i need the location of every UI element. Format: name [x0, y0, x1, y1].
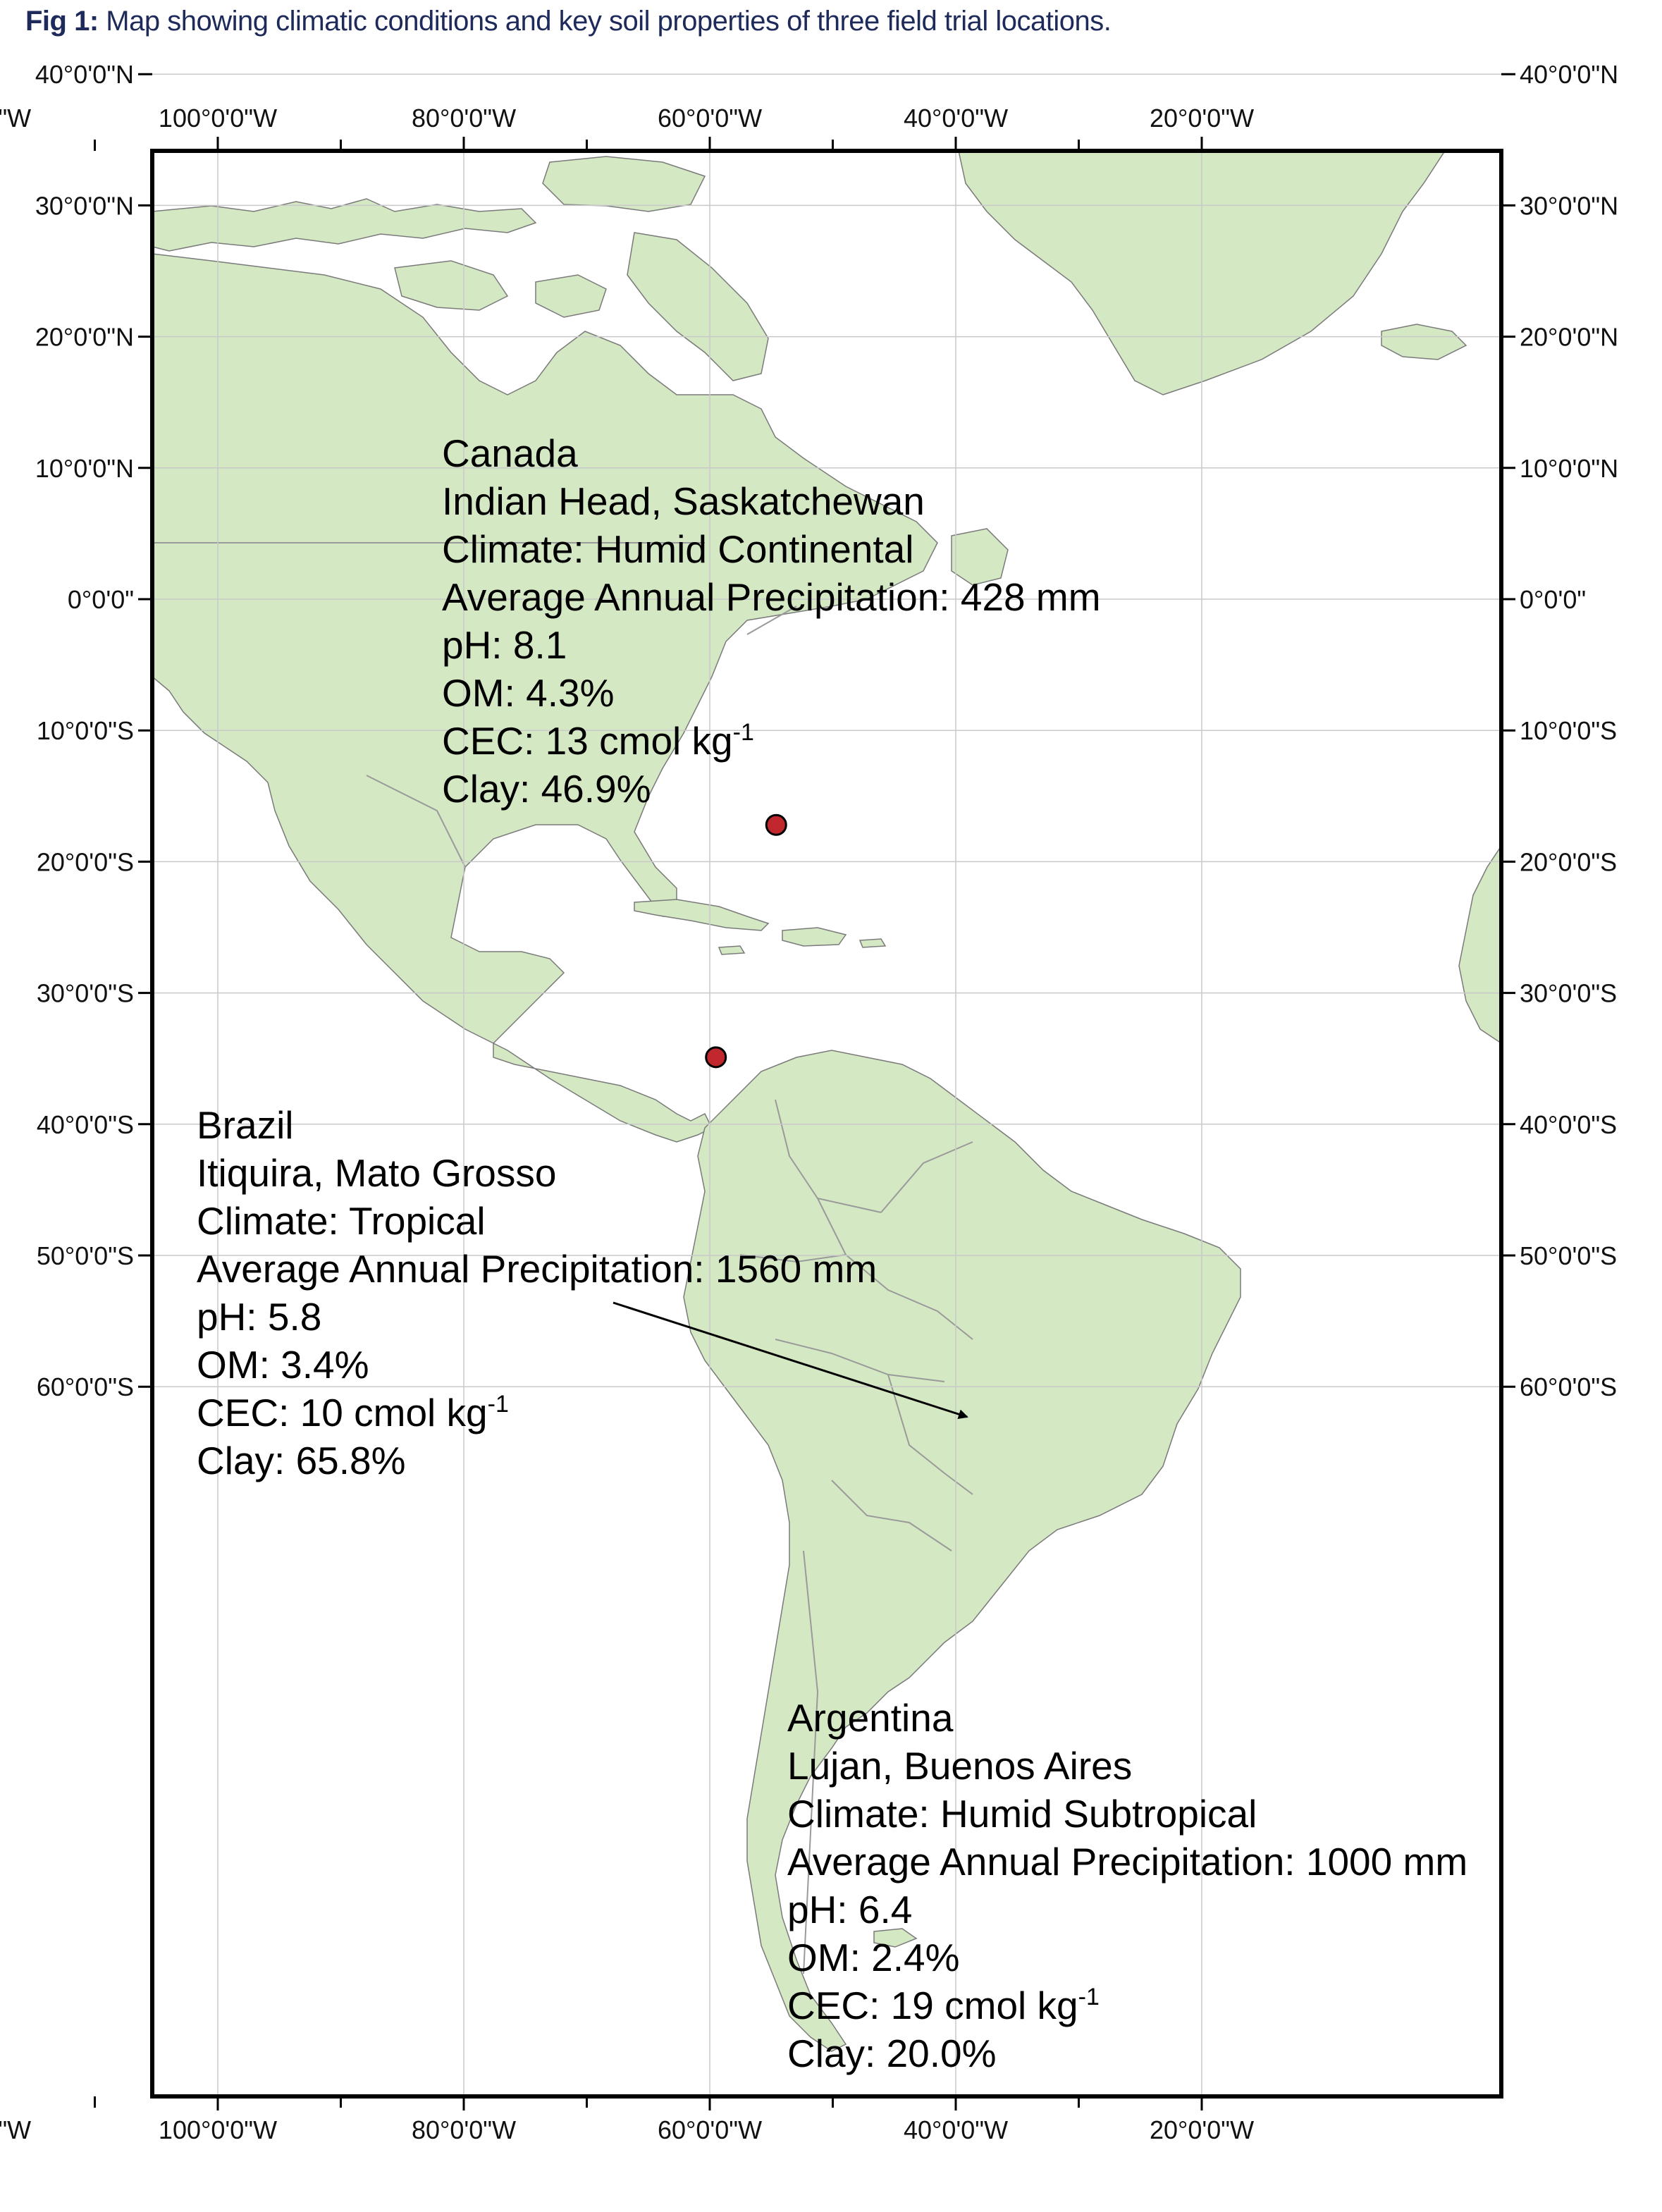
- canada-om: OM: 4.3%: [442, 671, 615, 715]
- hispaniola: [782, 927, 847, 947]
- figure-caption-text: Map showing climatic conditions and key …: [106, 6, 1112, 37]
- lon-label-bottom: 60°0'0"W: [658, 2115, 762, 2144]
- arctic-islands-2: [535, 274, 607, 318]
- lon-label-bottom: 40°0'0"W: [904, 2115, 1008, 2144]
- canada-label: Canada Indian Head, Saskatchewan Climate…: [442, 431, 1112, 811]
- brazil-country: Brazil: [197, 1103, 294, 1147]
- lat-label-right: 20°0'0"S: [1520, 847, 1617, 876]
- latitude-ticks-left: 70°0'0"N60°0'0"N50°0'0"N40°0'0"N30°0'0"N…: [35, 60, 152, 1401]
- falkland-islands: [873, 1928, 918, 1948]
- brazil-pointer-arrow: [613, 1301, 968, 1419]
- lon-label-bottom: 100°0'0"W: [159, 2115, 277, 2144]
- longitude-ticks-top: 120°0'0"W 100°0'0"W 80°0'0"W 60°0'0"W 40°0'0…: [0, 104, 1254, 151]
- country-borders: [152, 542, 973, 1974]
- longitude-ticks-bottom: 120°0'0"W 100°0'0"W 80°0'0"W 60°0'0"W 40°0'0…: [0, 2096, 1254, 2144]
- cuba: [634, 899, 770, 931]
- brazil-cec-unit-sup: -1: [488, 1391, 509, 1418]
- site-marker-brazil: [765, 813, 787, 836]
- lat-label-left: 20°0'0"S: [37, 847, 134, 876]
- lat-label-left: 10°0'0"N: [35, 454, 134, 483]
- argentina-clay: Clay: 20.0%: [787, 2032, 997, 2075]
- south-america: [683, 1050, 1241, 2052]
- lat-label-right: 20°0'0"N: [1520, 323, 1618, 352]
- lat-label-right: 30°0'0"S: [1520, 979, 1617, 1008]
- iceland: [1381, 324, 1467, 360]
- latitude-ticks-right: 70°0'0"N60°0'0"N50°0'0"N40°0'0"N30°0'0"N…: [1501, 60, 1618, 1401]
- lat-label-right: 60°0'0"S: [1520, 1372, 1617, 1401]
- victoria-islands: [394, 260, 509, 311]
- canada-cec: CEC: 13 cmol kg: [442, 719, 733, 763]
- lat-label-left: 50°0'0"S: [37, 1241, 134, 1270]
- lat-label-left: 40°0'0"S: [37, 1110, 134, 1139]
- lon-label-bottom: 80°0'0"W: [412, 2115, 516, 2144]
- lon-label-top: 80°0'0"W: [412, 104, 516, 133]
- argentina-climate: Climate: Humid Subtropical: [787, 1792, 1257, 1836]
- lat-label-left: 30°0'0"S: [37, 979, 134, 1008]
- canada-climate: Climate: Humid Continental: [442, 527, 913, 571]
- argentina-cec-unit-sup: -1: [1078, 1984, 1100, 2010]
- brazil-climate: Climate: Tropical: [197, 1199, 486, 1243]
- brazil-ph: pH: 5.8: [197, 1295, 321, 1339]
- lat-label-left: 10°0'0"S: [37, 716, 134, 745]
- argentina-country: Argentina: [787, 1696, 954, 1740]
- lat-label-right: 50°0'0"S: [1520, 1241, 1617, 1270]
- brazil-cec: CEC: 10 cmol kg: [197, 1391, 488, 1434]
- canada-precip: Average Annual Precipitation: 428 mm: [442, 575, 1101, 619]
- lat-label-right: 40°0'0"N: [1520, 60, 1618, 89]
- lat-label-left: 40°0'0"N: [35, 60, 134, 89]
- lat-label-left: 30°0'0"N: [35, 191, 134, 220]
- lon-label-top: 20°0'0"W: [1150, 104, 1254, 133]
- brazil-clay: Clay: 65.8%: [197, 1439, 406, 1482]
- lon-label-top: 60°0'0"W: [658, 104, 762, 133]
- argentina-label: Argentina Lujan, Buenos Aires Climate: H…: [787, 1696, 1478, 2075]
- figure-caption-label: Fig 1:: [25, 6, 99, 37]
- puerto-rico: [858, 938, 887, 948]
- lat-label-left: 60°0'0"S: [37, 1372, 134, 1401]
- lat-label-left: 0°0'0": [68, 585, 134, 614]
- lat-label-right: 10°0'0"N: [1520, 454, 1618, 483]
- brazil-precip: Average Annual Precipitation: 1560 mm: [197, 1247, 877, 1291]
- ellesmere-island: [542, 156, 706, 212]
- site-marker-argentina: [705, 1046, 727, 1069]
- jamaica: [718, 945, 746, 955]
- canada-country: Canada: [442, 431, 578, 475]
- lat-label-right: 10°0'0"S: [1520, 716, 1617, 745]
- argentina-cec: CEC: 19 cmol kg: [787, 1984, 1078, 2027]
- baffin-island: [627, 232, 769, 381]
- brazil-om: OM: 3.4%: [197, 1343, 369, 1387]
- canada-ph: pH: 8.1: [442, 623, 567, 667]
- lon-label-bottom: 120°0'0"W: [0, 2115, 31, 2144]
- graticule: [152, 73, 1501, 2096]
- lat-label-right: 0°0'0": [1520, 585, 1586, 614]
- argentina-location: Lujan, Buenos Aires: [787, 1744, 1132, 1788]
- lon-label-bottom: 20°0'0"W: [1150, 2115, 1254, 2144]
- lon-label-top: 100°0'0"W: [159, 104, 277, 133]
- canada-cec-unit-sup: -1: [733, 719, 754, 746]
- lat-label-right: 40°0'0"S: [1520, 1110, 1617, 1139]
- lon-label-top: 40°0'0"W: [904, 104, 1008, 133]
- site-markers: [705, 813, 787, 1069]
- argentina-precip: Average Annual Precipitation: 1000 mm: [787, 1840, 1467, 1884]
- lat-label-left: 20°0'0"N: [35, 323, 134, 352]
- argentina-ph: pH: 6.4: [787, 1888, 912, 1931]
- lat-label-right: 30°0'0"N: [1520, 191, 1618, 220]
- canada-location: Indian Head, Saskatchewan: [442, 479, 925, 523]
- newfoundland: [951, 528, 1009, 586]
- brazil-label: Brazil Itiquira, Mato Grosso Climate: Tr…: [197, 1103, 887, 1482]
- canada-clay: Clay: 46.9%: [442, 767, 651, 811]
- lon-label-top: 120°0'0"W: [0, 104, 31, 133]
- africa-edge: [1458, 844, 1501, 1044]
- argentina-om: OM: 2.4%: [787, 1936, 960, 1979]
- brazil-location: Itiquira, Mato Grosso: [197, 1151, 556, 1195]
- figure-caption: Fig 1: Map showing climatic conditions a…: [25, 6, 1112, 37]
